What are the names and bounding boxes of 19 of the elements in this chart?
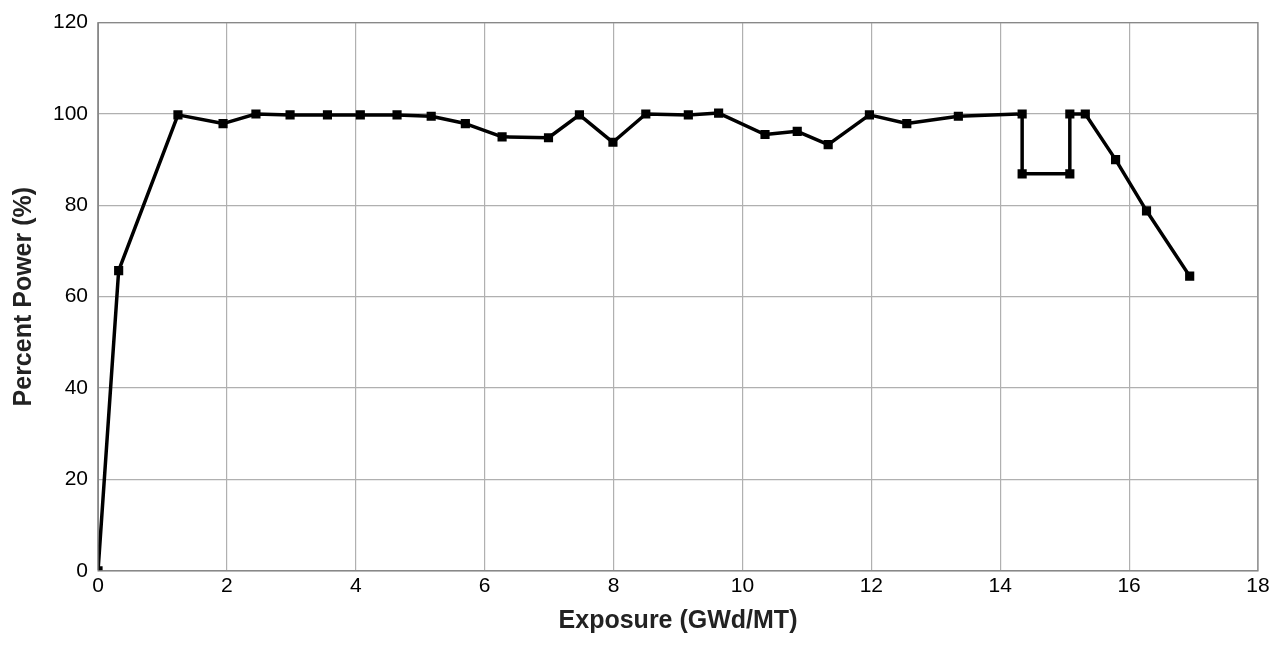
x-tick-label: 6	[478, 573, 491, 597]
x-tick-label: 8	[607, 573, 620, 597]
x-tick-label: 18	[1246, 573, 1270, 597]
x-tick-label: 2	[221, 573, 233, 597]
y-axis-title: Percent Power (%)	[7, 186, 36, 407]
y-tick-label: 60	[64, 283, 89, 307]
y-tick-label: 40	[64, 374, 89, 398]
x-tick-label: 10	[730, 573, 755, 597]
y-tick-label: 0	[76, 557, 89, 581]
x-tick-label: 16	[1117, 573, 1141, 597]
y-tick-label: 120	[52, 9, 89, 33]
x-axis-title: Exposure (GWd/MT)	[558, 604, 798, 633]
y-tick-label: 80	[64, 192, 89, 216]
x-tick-label: 12	[859, 573, 884, 597]
x-tick-label: 0	[92, 573, 104, 597]
y-tick-label: 20	[64, 466, 89, 490]
x-tick-label: 4	[349, 573, 362, 597]
y-tick-label: 100	[52, 100, 89, 124]
x-tick-label: 14	[988, 573, 1013, 597]
